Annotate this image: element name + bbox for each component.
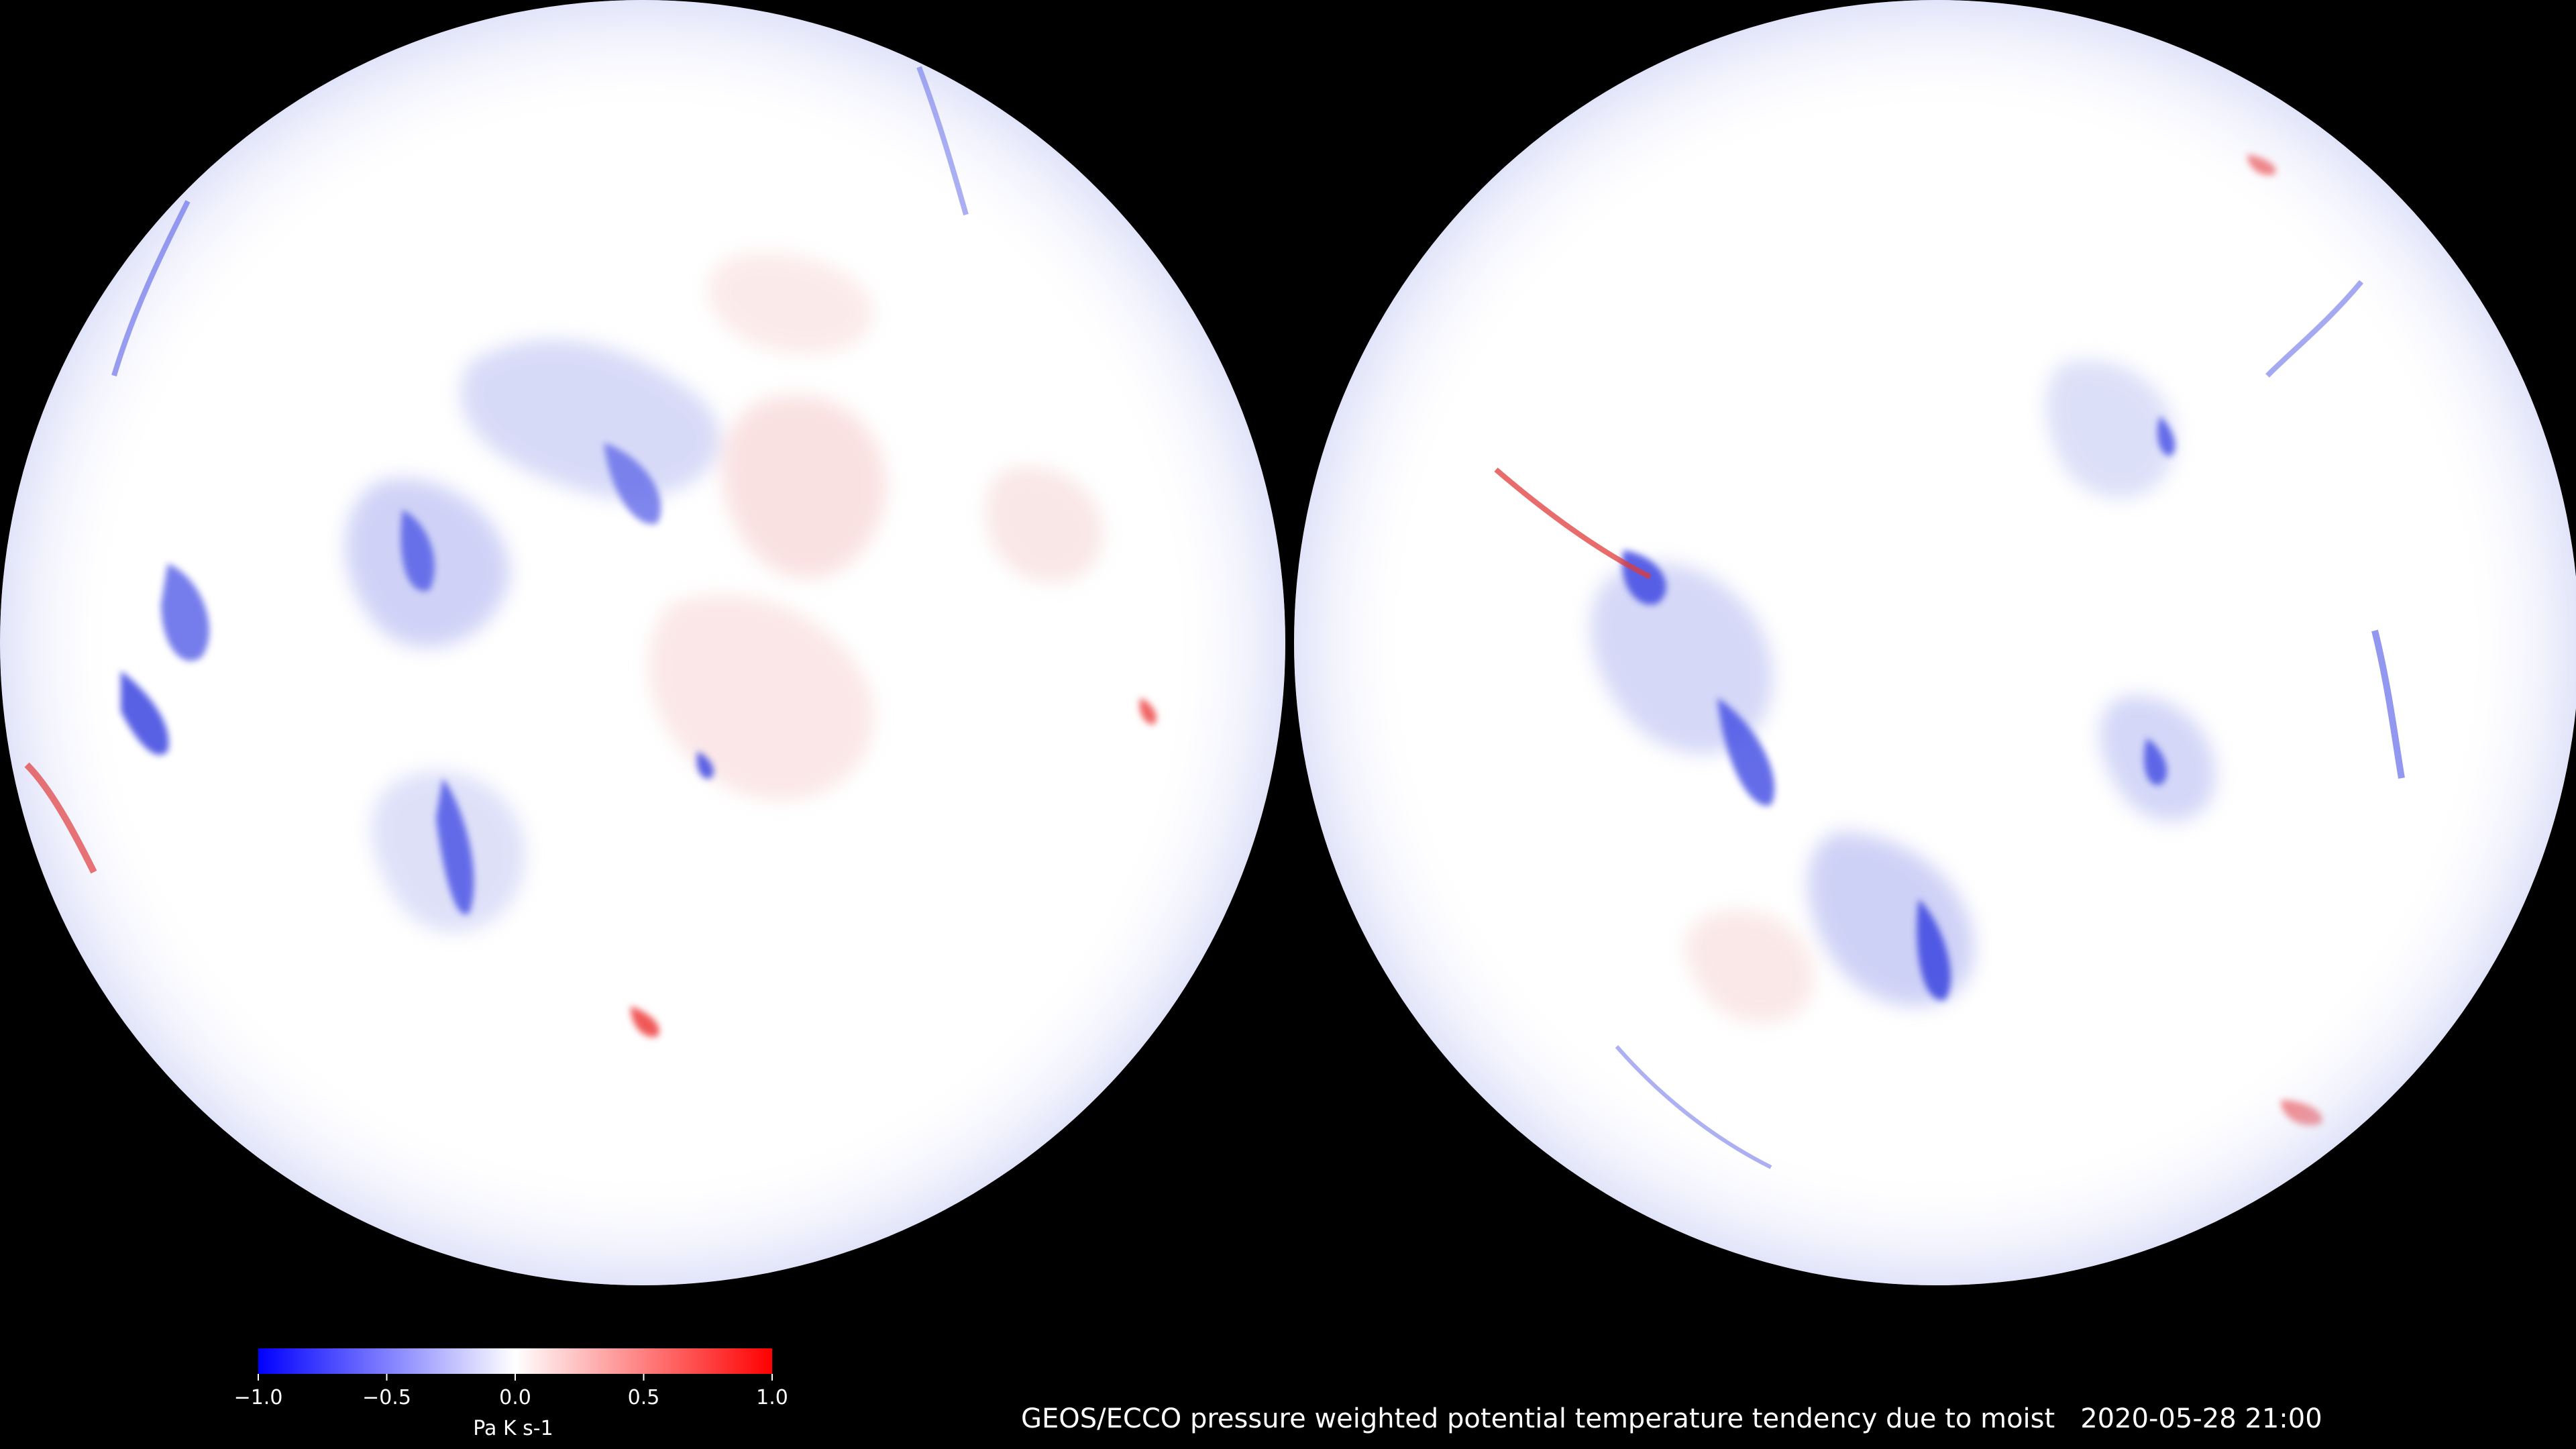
field-patterns-right [1294,0,2576,1285]
caption-title: GEOS/ECCO pressure weighted potential te… [1021,1403,2055,1434]
colorbar-units-label: Pa K s-1 [473,1417,553,1440]
colorbar-ticks [258,1374,773,1381]
colorbar-tick-label: 0.0 [499,1386,531,1409]
globe-southern-hemisphere [1294,0,2576,1285]
colorbar-tick-label: −1.0 [233,1386,283,1409]
field-patterns-left [0,0,1285,1285]
caption-timestamp: 2020-05-28 21:00 [2080,1403,2322,1434]
colorbar-gradient [258,1348,772,1374]
colorbar-tick-label: 1.0 [756,1386,788,1409]
colorbar-tick-label: −0.5 [362,1386,411,1409]
colorbar [258,1348,773,1381]
globe-northern-hemisphere [0,0,1285,1285]
figure-caption: GEOS/ECCO pressure weighted potential te… [1021,1403,2322,1434]
colorbar-tick-label: 0.5 [627,1386,660,1409]
